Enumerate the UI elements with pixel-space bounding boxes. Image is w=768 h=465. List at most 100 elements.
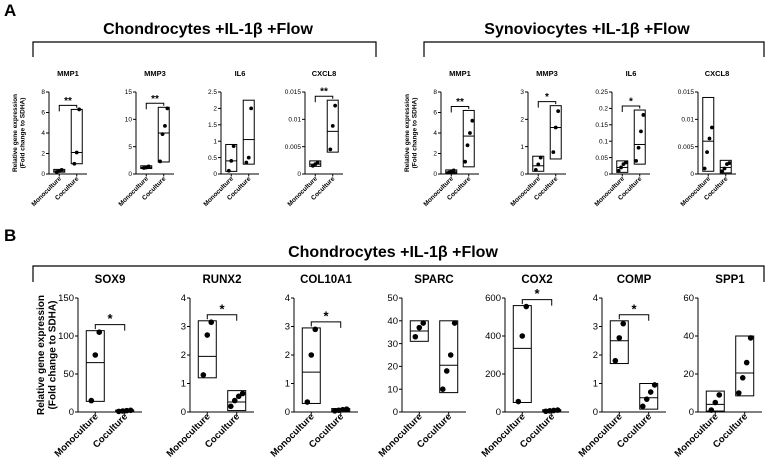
x-category-label-b-chon-runx2-0: Monoculture (165, 411, 213, 459)
panel-a-group-title-chondrocytes: Chondrocytes +IL-1β +Flow (103, 21, 313, 38)
plot-title-a-syn-mmp3: MMP3 (536, 69, 558, 78)
box-b-chon-sparc-coculture (439, 320, 459, 394)
y-tick-label-b-chon-comp-4: 4 (593, 293, 598, 304)
panel-a-group-title-synoviocytes: Synoviocytes +IL-1β +Flow (484, 21, 690, 38)
point-b-chon-comp-monoculture-2 (620, 320, 627, 327)
significance-bracket-b-chon-comp (618, 314, 650, 321)
y-tick-label-a-syn-mmp1-0: 0 (433, 171, 437, 178)
point-a-chon-cxcl8-coculture-0 (328, 147, 333, 152)
point-a-syn-il6-monoculture-1 (619, 165, 623, 170)
point-b-chon-sox9-monoculture-2 (96, 329, 103, 336)
significance-bracket-a-syn-il6 (621, 105, 641, 113)
y-axis-label-a-chon-mmp1: Relative gene expression(Fold change to … (12, 94, 27, 172)
y-tick-label-b-chon-sox9-1: 50 (63, 369, 74, 380)
point-a-syn-cxcl8-monoculture-3 (709, 125, 714, 130)
y-tick-label-a-chon-il6-0: 0 (213, 171, 217, 178)
plot-title-b-chon-spp1: SPP1 (715, 274, 745, 286)
point-a-syn-il6-monoculture-0 (616, 168, 621, 173)
point-a-syn-mmp1-coculture-2 (468, 131, 472, 135)
plot-title-b-chon-cox2: COX2 (521, 274, 552, 286)
box-b-chon-runx2-monoculture (197, 320, 217, 379)
y-axis-label-a-syn-mmp1: Relative gene expression(Fold change to … (404, 94, 419, 172)
plot-title-b-chon-comp: COMP (617, 274, 652, 286)
y-tick-label-a-syn-il6-5: 0.25 (595, 89, 608, 96)
y-tick-label-b-chon-cox2-3: 600 (485, 293, 501, 304)
point-a-syn-mmp3-coculture-2 (556, 109, 561, 114)
y-tick-label-a-chon-mmp3-2: 10 (125, 117, 133, 124)
panel-b-group-bracket (32, 265, 765, 282)
box-a-syn-mmp1-coculture (462, 109, 475, 168)
point-b-chon-cox2-monoculture-0 (515, 398, 522, 405)
point-b-chon-runx2-monoculture-2 (208, 319, 215, 326)
significance-bracket-b-chon-runx2 (206, 314, 238, 321)
box-b-chon-comp-coculture (639, 383, 659, 410)
y-tick-label-b-chon-sparc-1: 10 (387, 384, 398, 395)
significance-bracket-a-chon-mmp1 (58, 104, 78, 112)
point-b-chon-comp-coculture-2 (647, 389, 654, 395)
point-b-chon-col10a1-monoculture-0 (304, 399, 311, 405)
y-tick-label-b-chon-comp-2: 2 (593, 350, 598, 361)
plot-title-a-syn-mmp1: MMP1 (449, 69, 471, 78)
point-a-chon-mmp1-monoculture-2 (59, 168, 64, 172)
point-b-chon-sparc-coculture-2 (447, 352, 454, 358)
plot-a-chon-mmp1: MMP102468MonocultureCoculture**Relative … (12, 69, 87, 208)
point-a-syn-mmp3-monoculture-1 (536, 162, 541, 167)
point-b-chon-runx2-monoculture-1 (204, 332, 211, 338)
y-tick-label-a-syn-mmp3-0: 0 (520, 171, 524, 178)
box-b-chon-spp1-coculture (735, 335, 755, 397)
y-tick-label-b-chon-spp1-2: 40 (683, 331, 694, 342)
significance-label-b-chon-comp: * (631, 301, 637, 316)
y-tick-label-b-chon-cox2-0: 0 (496, 407, 501, 418)
plot-title-a-chon-mmp3: MMP3 (144, 69, 166, 78)
y-tick-label-b-chon-comp-3: 3 (593, 322, 598, 333)
y-tick-label-a-chon-mmp1-0: 0 (41, 171, 45, 178)
box-a-chon-mmp3-coculture (157, 106, 170, 163)
plot-a-chon-cxcl8: CXCL800.0050.010.015MonocultureCoculture… (285, 69, 343, 208)
x-category-label-b-chon-comp-0: Monoculture (577, 411, 625, 459)
point-a-syn-mmp3-monoculture-2 (538, 155, 543, 160)
point-a-chon-mmp3-coculture-1 (160, 132, 165, 136)
point-a-syn-mmp3-monoculture-0 (533, 168, 538, 172)
y-tick-label-a-syn-il6-1: 0.05 (595, 155, 608, 162)
box-a-chon-cxcl8-coculture (326, 99, 339, 153)
y-tick-label-a-chon-il6-3: 1.5 (208, 122, 217, 129)
plot-title-a-chon-cxcl8: CXCL8 (312, 69, 337, 78)
point-b-chon-col10a1-monoculture-1 (308, 352, 315, 358)
point-b-chon-cox2-monoculture-1 (519, 333, 526, 339)
point-a-syn-cxcl8-monoculture-1 (705, 150, 709, 155)
y-tick-label-a-chon-il6-4: 2 (213, 106, 217, 113)
y-tick-label-b-chon-spp1-0: 0 (689, 407, 694, 418)
box-a-chon-cxcl8-monoculture (309, 160, 322, 167)
y-tick-label-b-chon-runx2-0: 0 (181, 407, 186, 418)
x-category-label-b-chon-sparc-0: Monoculture (377, 411, 425, 459)
point-a-chon-il6-coculture-0 (244, 160, 249, 165)
point-b-chon-sparc-coculture-0 (439, 386, 446, 393)
panel-b-group-title-chondrocytes: Chondrocytes +IL-1β +Flow (288, 244, 498, 261)
y-tick-label-a-syn-mmp1-3: 6 (433, 110, 437, 117)
box-a-syn-mmp3-monoculture (532, 155, 545, 172)
significance-bracket-a-syn-mmp3 (537, 101, 557, 108)
point-a-chon-mmp1-coculture-0 (72, 161, 77, 166)
y-tick-label-b-chon-runx2-4: 4 (181, 293, 186, 304)
point-b-chon-comp-monoculture-0 (612, 357, 619, 364)
point-a-chon-mmp1-coculture-1 (74, 150, 79, 155)
y-tick-label-b-chon-cox2-1: 200 (485, 369, 501, 380)
box-a-chon-mmp1-coculture (70, 108, 83, 165)
point-b-chon-spp1-coculture-1 (739, 375, 746, 381)
point-a-chon-cxcl8-monoculture-2 (315, 160, 320, 165)
point-b-chon-spp1-monoculture-1 (712, 399, 719, 406)
y-tick-label-b-chon-sox9-3: 150 (58, 293, 74, 304)
y-tick-label-a-syn-il6-3: 0.15 (595, 122, 608, 129)
y-tick-label-b-chon-sparc-4: 40 (387, 316, 398, 327)
plot-title-b-chon-sox9: SOX9 (95, 274, 126, 286)
y-tick-label-b-chon-sparc-2: 20 (387, 362, 398, 373)
point-a-syn-mmp1-coculture-0 (463, 159, 468, 164)
box-b-chon-comp-monoculture (609, 320, 629, 365)
box-a-chon-il6-monoculture (225, 143, 238, 172)
y-tick-label-a-syn-il6-0: 0 (604, 171, 608, 178)
y-tick-label-b-chon-sparc-3: 30 (387, 339, 398, 350)
y-tick-label-a-syn-mmp1-4: 8 (433, 89, 437, 96)
y-tick-label-b-chon-col10a1-1: 1 (285, 379, 290, 390)
